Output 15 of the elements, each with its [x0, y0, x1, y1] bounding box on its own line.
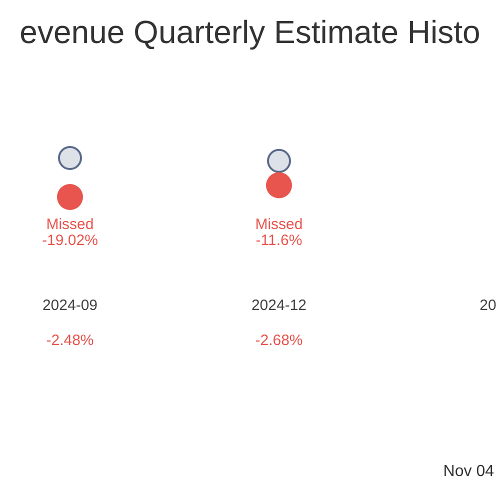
- text: -19.02%: [41, 232, 99, 249]
- text: -11.6%: [254, 232, 304, 249]
- text: -2.68%: [254, 332, 304, 349]
- x-tick-label: 20: [480, 297, 496, 314]
- x-tick-label: 2024-09: [42, 297, 98, 314]
- point: [58, 146, 82, 170]
- point: [266, 172, 292, 198]
- text: -2.48%: [45, 332, 95, 349]
- point: [267, 148, 291, 173]
- text: Missed: [254, 216, 304, 233]
- chart-title: evenue Quarterly Estimate Histo: [18, 14, 482, 51]
- text: Missed: [45, 216, 95, 233]
- x-tick-label: 2024-12: [251, 297, 307, 314]
- text: Nov 04: [443, 463, 494, 481]
- point: [57, 184, 83, 210]
